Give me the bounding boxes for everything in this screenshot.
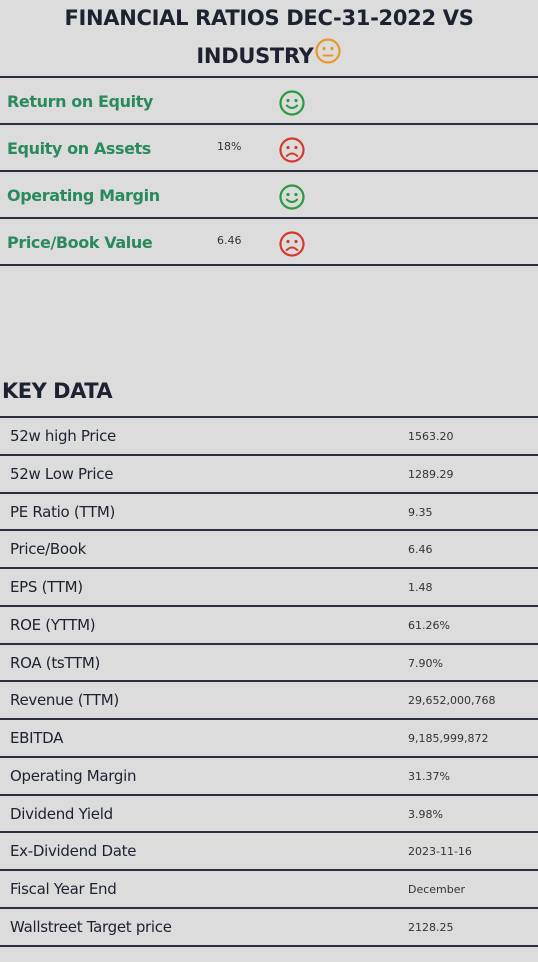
key-value: 2023-11-16 — [408, 845, 472, 859]
table-row: EPS (TTM) 1.48 — [0, 569, 538, 607]
happy-face-icon — [278, 183, 306, 216]
key-data-title: KEY DATA — [2, 379, 113, 403]
ratio-label: Equity on Assets — [7, 139, 151, 158]
key-value: 1563.20 — [408, 430, 454, 443]
key-label: 52w high Price — [10, 427, 116, 445]
table-row: 52w high Price 1563.20 — [0, 418, 538, 456]
key-value: 3.98% — [408, 807, 443, 821]
key-label: Price/Book — [10, 540, 86, 559]
table-row: 52w Low Price 1289.29 — [0, 456, 538, 494]
key-value: 9,185,999,872 — [408, 732, 489, 745]
title-line-1: FINANCIAL RATIOS DEC-31-2022 VS — [64, 6, 474, 30]
ratio-value: 6.46 — [217, 234, 242, 247]
key-label: PE Ratio (TTM) — [10, 502, 116, 521]
table-row: Revenue (TTM) 29,652,000,768 — [0, 682, 538, 720]
key-label: Operating Margin — [10, 766, 137, 785]
table-row: ROA (tsTTM) 7.90% — [0, 645, 538, 683]
ratio-row: Return on Equity — [0, 76, 538, 123]
table-row: EBITDA 9,185,999,872 — [0, 720, 538, 758]
key-value: 6.46 — [408, 543, 433, 557]
table-row: Wallstreet Target price 2128.25 — [0, 909, 538, 947]
neutral-face-icon — [314, 37, 342, 77]
page-title: FINANCIAL RATIOS DEC-31-2022 VS INDUSTRY — [0, 0, 538, 76]
key-label: ROE (YTTM) — [10, 615, 96, 634]
happy-face-icon — [278, 89, 306, 122]
table-row: ROE (YTTM) 61.26% — [0, 607, 538, 645]
key-value: 1289.29 — [408, 467, 454, 481]
key-label: Revenue (TTM) — [10, 691, 119, 710]
key-label: ROA (tsTTM) — [10, 653, 101, 672]
table-row: PE Ratio (TTM) 9.35 — [0, 494, 538, 532]
key-label: Dividend Yield — [10, 804, 113, 823]
title-line-2: INDUSTRY — [0, 37, 538, 77]
table-row: Fiscal Year End December — [0, 871, 538, 909]
table-row: Operating Margin 31.37% — [0, 758, 538, 796]
table-row: Dividend Yield 3.98% — [0, 796, 538, 834]
table-row: Ex-Dividend Date 2023-11-16 — [0, 833, 538, 871]
title-line-2-text: INDUSTRY — [196, 44, 314, 68]
key-label: Wallstreet Target price — [10, 917, 172, 936]
ratio-label: Price/Book Value — [7, 233, 153, 252]
ratio-row: Equity on Assets 18% — [0, 123, 538, 170]
key-value: December — [408, 883, 466, 896]
key-label: 52w Low Price — [10, 464, 114, 483]
sad-face-icon — [278, 230, 306, 263]
key-label: Ex-Dividend Date — [10, 842, 137, 861]
key-label: Fiscal Year End — [10, 880, 117, 898]
key-value: 61.26% — [408, 618, 450, 632]
table-row: Price/Book 6.46 — [0, 531, 538, 569]
key-value: 2128.25 — [408, 920, 454, 934]
key-value: 9.35 — [408, 505, 433, 519]
ratio-value: 18% — [217, 140, 242, 153]
key-data-table: 52w high Price 1563.20 52w Low Price 1289.… — [0, 416, 538, 947]
sad-face-icon — [278, 136, 306, 169]
key-label: EBITDA — [10, 729, 64, 747]
ratios-table: Return on Equity Equity on Assets 18% Op… — [0, 76, 538, 266]
key-value: 7.90% — [408, 656, 443, 670]
key-value: 31.37% — [408, 769, 450, 783]
key-value: 1.48 — [408, 581, 433, 594]
key-label: EPS (TTM) — [10, 578, 83, 596]
ratio-label: Return on Equity — [7, 92, 153, 111]
ratio-label: Operating Margin — [7, 186, 160, 205]
ratio-row: Operating Margin — [0, 170, 538, 217]
ratio-row: Price/Book Value 6.46 — [0, 217, 538, 266]
key-value: 29,652,000,768 — [408, 694, 496, 708]
